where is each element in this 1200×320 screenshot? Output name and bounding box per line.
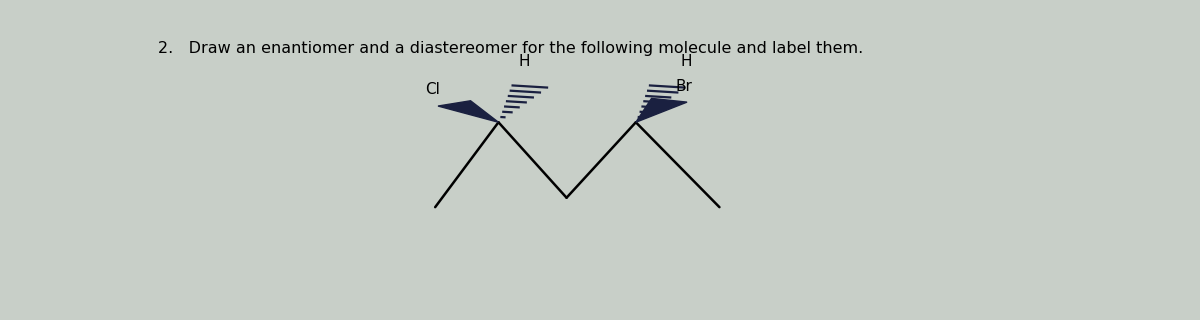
Text: H: H	[520, 54, 530, 69]
Polygon shape	[438, 101, 498, 122]
Text: Br: Br	[676, 79, 692, 94]
Text: Cl: Cl	[425, 82, 440, 97]
Text: H: H	[680, 54, 691, 69]
Polygon shape	[636, 98, 688, 122]
Text: 2.   Draw an enantiomer and a diastereomer for the following molecule and label : 2. Draw an enantiomer and a diastereomer…	[158, 41, 863, 55]
